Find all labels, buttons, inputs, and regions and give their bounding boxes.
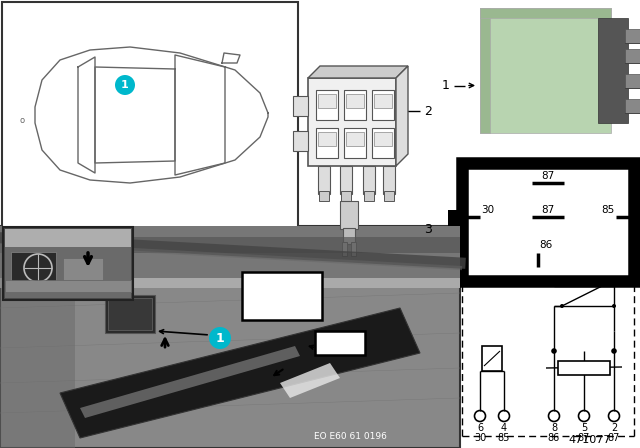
- Bar: [363, 166, 375, 194]
- Bar: [0, 226, 460, 288]
- Bar: [625, 49, 640, 63]
- Text: 86: 86: [540, 240, 552, 250]
- Text: K213: K213: [265, 279, 299, 292]
- Bar: [5, 229, 131, 298]
- Bar: [318, 94, 336, 108]
- Text: 1: 1: [121, 80, 129, 90]
- Bar: [0, 226, 75, 448]
- Bar: [625, 74, 640, 88]
- Circle shape: [209, 327, 231, 349]
- Text: o: o: [19, 116, 24, 125]
- Text: 86: 86: [548, 433, 560, 443]
- Text: 87: 87: [541, 171, 555, 181]
- Text: 85: 85: [602, 205, 614, 215]
- Bar: [2, 2, 298, 228]
- Bar: [634, 210, 640, 234]
- Bar: [342, 242, 347, 256]
- Polygon shape: [280, 363, 340, 398]
- Text: 471077: 471077: [569, 435, 611, 445]
- Text: 5: 5: [581, 423, 587, 433]
- Bar: [480, 8, 611, 133]
- Circle shape: [499, 410, 509, 422]
- Bar: [364, 191, 374, 201]
- Bar: [316, 128, 338, 158]
- Text: X14228: X14228: [257, 297, 307, 310]
- Circle shape: [474, 410, 486, 422]
- Bar: [480, 8, 490, 133]
- Bar: [346, 94, 364, 108]
- Bar: [374, 132, 392, 146]
- Bar: [242, 272, 322, 320]
- Circle shape: [579, 410, 589, 422]
- Circle shape: [548, 410, 559, 422]
- Bar: [340, 166, 352, 194]
- Text: 2: 2: [424, 104, 432, 117]
- Text: EO E60 61 0196: EO E60 61 0196: [314, 431, 387, 440]
- Bar: [308, 78, 396, 166]
- Bar: [5, 280, 131, 292]
- Bar: [293, 96, 308, 116]
- Bar: [11, 252, 56, 282]
- Bar: [374, 94, 392, 108]
- Polygon shape: [396, 66, 408, 166]
- Bar: [625, 99, 640, 113]
- Polygon shape: [0, 226, 460, 278]
- Circle shape: [551, 348, 557, 354]
- Text: 6: 6: [477, 423, 483, 433]
- Bar: [383, 166, 395, 194]
- Bar: [318, 132, 336, 146]
- Bar: [63, 258, 103, 280]
- Text: 87: 87: [541, 205, 555, 215]
- Text: 30: 30: [481, 205, 495, 215]
- Text: 3: 3: [424, 223, 432, 236]
- Circle shape: [609, 410, 620, 422]
- Bar: [384, 191, 394, 201]
- Circle shape: [560, 304, 564, 308]
- Polygon shape: [308, 66, 408, 78]
- Bar: [293, 131, 308, 151]
- Text: G6: G6: [331, 336, 349, 349]
- Bar: [344, 128, 366, 158]
- Bar: [318, 166, 330, 194]
- Bar: [372, 90, 394, 120]
- Circle shape: [612, 304, 616, 308]
- Bar: [340, 201, 358, 229]
- Bar: [3, 227, 133, 300]
- Text: 87: 87: [578, 433, 590, 443]
- Bar: [346, 132, 364, 146]
- Polygon shape: [60, 308, 420, 438]
- Bar: [462, 278, 634, 436]
- Text: 4: 4: [501, 423, 507, 433]
- Text: 30: 30: [474, 433, 486, 443]
- Circle shape: [115, 75, 135, 95]
- Bar: [372, 128, 394, 158]
- Bar: [343, 228, 355, 244]
- Text: 1: 1: [442, 79, 450, 92]
- Text: 8: 8: [551, 423, 557, 433]
- Bar: [319, 191, 329, 201]
- Bar: [315, 331, 365, 355]
- Bar: [341, 191, 351, 201]
- Bar: [105, 295, 155, 333]
- Text: 2: 2: [611, 423, 617, 433]
- Circle shape: [611, 348, 617, 354]
- Bar: [108, 298, 152, 330]
- Bar: [448, 210, 462, 234]
- Text: 85: 85: [498, 433, 510, 443]
- Bar: [482, 346, 502, 371]
- Bar: [344, 90, 366, 120]
- Bar: [351, 242, 356, 256]
- Bar: [5, 229, 131, 247]
- Bar: [0, 237, 460, 253]
- Text: 1: 1: [216, 332, 225, 345]
- Bar: [0, 226, 460, 448]
- Text: 87: 87: [608, 433, 620, 443]
- Bar: [558, 361, 610, 375]
- Bar: [316, 90, 338, 120]
- Polygon shape: [80, 346, 300, 418]
- Bar: [598, 18, 628, 123]
- Bar: [625, 29, 640, 43]
- Bar: [462, 163, 634, 281]
- Bar: [480, 8, 611, 18]
